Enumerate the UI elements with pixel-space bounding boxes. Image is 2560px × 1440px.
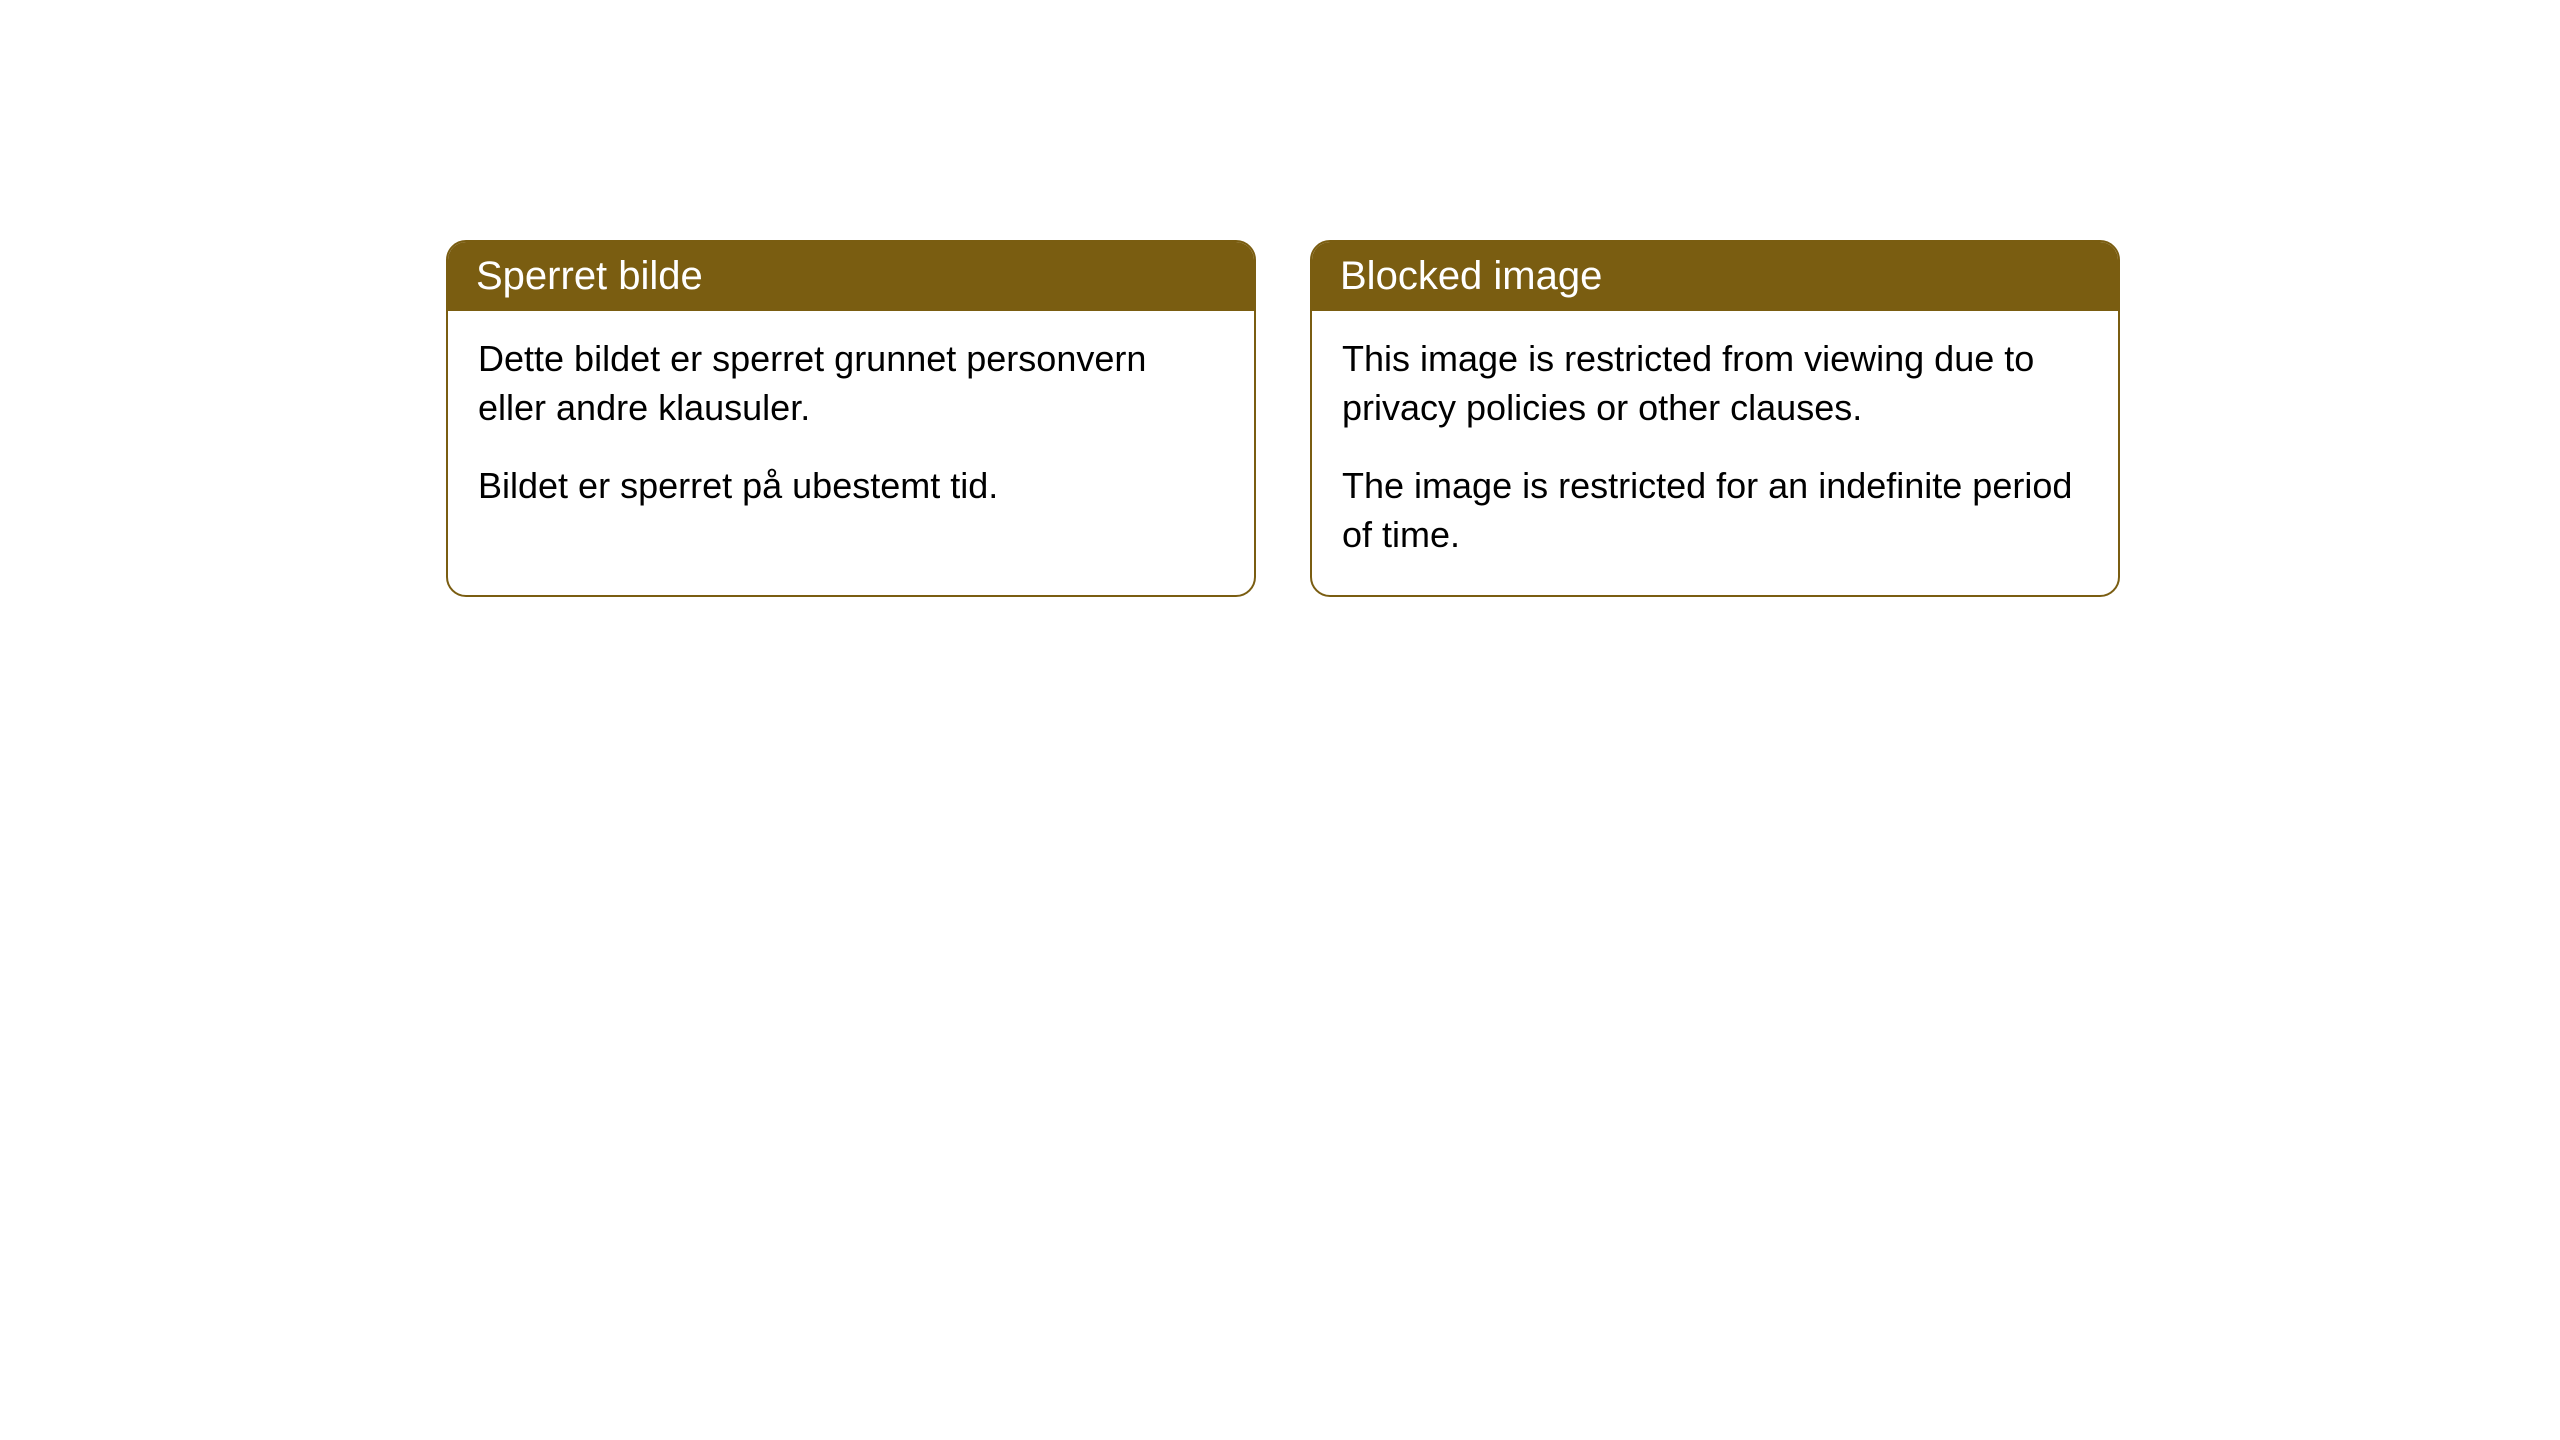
blocked-image-card-en: Blocked image This image is restricted f…: [1310, 240, 2120, 597]
notice-cards-container: Sperret bilde Dette bildet er sperret gr…: [0, 0, 2560, 597]
card-title-en: Blocked image: [1312, 242, 2118, 311]
card-paragraph-en-1: This image is restricted from viewing du…: [1342, 335, 2088, 432]
card-paragraph-en-2: The image is restricted for an indefinit…: [1342, 462, 2088, 559]
card-paragraph-no-2: Bildet er sperret på ubestemt tid.: [478, 462, 1224, 511]
blocked-image-card-no: Sperret bilde Dette bildet er sperret gr…: [446, 240, 1256, 597]
card-body-en: This image is restricted from viewing du…: [1312, 311, 2118, 595]
card-title-no: Sperret bilde: [448, 242, 1254, 311]
card-body-no: Dette bildet er sperret grunnet personve…: [448, 311, 1254, 547]
card-paragraph-no-1: Dette bildet er sperret grunnet personve…: [478, 335, 1224, 432]
